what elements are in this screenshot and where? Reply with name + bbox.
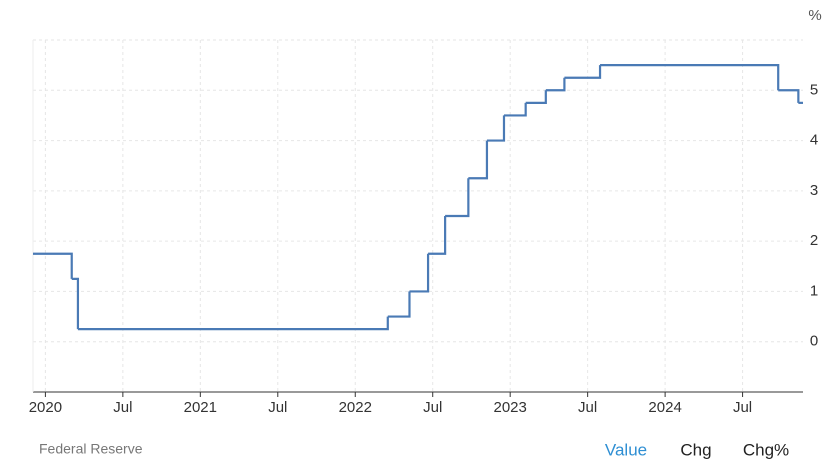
step-segment [564, 65, 602, 79]
step-segment [33, 252, 73, 279]
x-tick-label: Jul [578, 399, 597, 416]
tab[interactable]: Value [605, 440, 647, 459]
x-tick-label: 2022 [339, 399, 372, 416]
x-tick-label: Jul [423, 399, 442, 416]
y-tick-label: 1 [810, 282, 818, 299]
x-tick-label: 2024 [648, 399, 681, 416]
step-segment [71, 277, 80, 330]
x-tick-label: 2021 [184, 399, 217, 416]
step-segment [468, 140, 489, 180]
step-segment [387, 291, 411, 318]
y-tick-label: 4 [810, 132, 818, 149]
x-tick-label: Jul [733, 399, 752, 416]
step-segment [600, 64, 780, 91]
y-tick-label: 2 [810, 232, 818, 249]
x-tick-label: Jul [113, 399, 132, 416]
x-tick-label: 2020 [29, 399, 62, 416]
step-segment [486, 115, 506, 142]
x-tick-label: 2023 [493, 399, 526, 416]
tabs: Value Chg Chg% [605, 440, 789, 459]
x-tick-label: Jul [268, 399, 287, 416]
source: Federal Reserve [39, 441, 143, 457]
unit-label: % [808, 7, 821, 24]
step-segment [778, 89, 800, 103]
step-segment [503, 102, 527, 117]
step-segment [428, 216, 447, 255]
y-tick-label: 5 [810, 81, 818, 98]
tab[interactable]: Chg% [743, 440, 789, 459]
step-segment [77, 316, 389, 331]
y-tick-label: 0 [810, 333, 818, 350]
step-segment [545, 77, 566, 92]
step-segment [409, 253, 430, 293]
step-segment [445, 178, 470, 218]
tab[interactable]: Chg [680, 440, 711, 459]
y-tick-label: 3 [810, 182, 818, 199]
step-segment [525, 90, 547, 104]
